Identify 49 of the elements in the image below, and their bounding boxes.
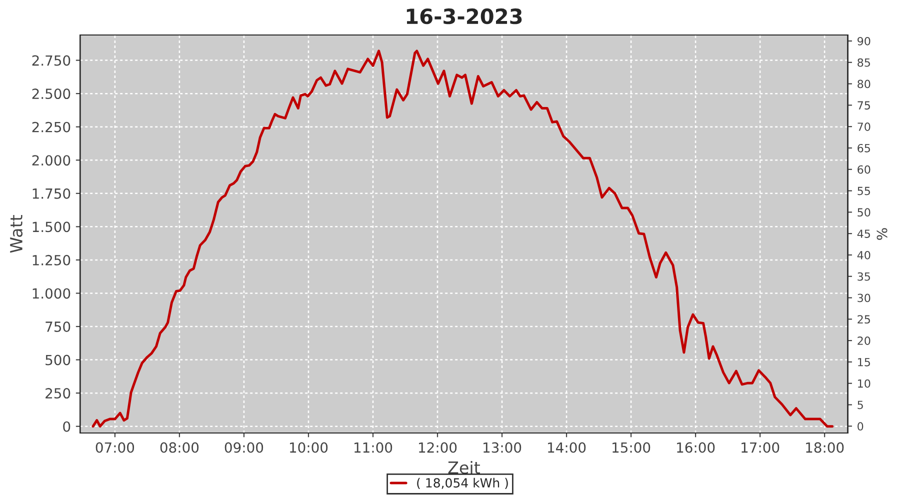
y2-tick-label: 30: [858, 294, 870, 302]
x-tick-label: 16:00: [677, 442, 715, 453]
y2-tick-label: 0: [858, 422, 864, 431]
y2-tick-label: 75: [858, 101, 870, 110]
y2-tick-label: 15: [858, 358, 870, 366]
y2-tick-label: 70: [858, 122, 870, 131]
y2-tick-label: 65: [858, 144, 870, 152]
legend-label: ( 18,054 kWh ): [417, 478, 508, 490]
y-tick-label: 0: [63, 421, 70, 432]
y2-tick-label: 5: [858, 400, 863, 410]
y-axis-title: Watt: [10, 215, 23, 253]
y2-tick-label: 85: [858, 58, 870, 67]
y2-axis-title: %: [876, 228, 888, 240]
line-series: [92, 50, 834, 428]
y-tick-label: 750: [46, 321, 70, 332]
x-tick-label: 15:00: [612, 442, 650, 453]
y-tick-label: 1.000: [32, 288, 70, 299]
x-tick-label: 12:00: [419, 442, 457, 453]
y-tick-label: 2.750: [32, 55, 70, 66]
y-tick-label: 2.500: [32, 88, 70, 100]
x-tick-label: 09:00: [224, 442, 264, 453]
y2-tick-label: 20: [858, 336, 870, 345]
x-tick-label: 18:00: [806, 442, 844, 453]
x-tick-label: 11:00: [354, 442, 392, 453]
y2-tick-label: 90: [858, 36, 870, 46]
y2-tick-label: 10: [858, 379, 870, 388]
y-tick-label: 2.250: [32, 122, 70, 132]
x-tick-label: 10:00: [290, 442, 328, 453]
y2-tick-label: 45: [857, 230, 870, 238]
x-axis-title: Zeit: [448, 461, 480, 474]
x-tick-label: 07:00: [96, 442, 134, 453]
x-tick-label: 13:00: [484, 442, 522, 453]
y-tick-label: 1.500: [32, 222, 70, 232]
x-tick-label: 17:00: [742, 442, 780, 453]
y2-tick-label: 55: [858, 186, 870, 196]
y-tick-label: 1.250: [32, 254, 70, 266]
y-tick-label: 500: [46, 354, 70, 366]
y2-tick-label: 60: [858, 165, 870, 174]
y2-tick-label: 40: [857, 250, 870, 260]
x-tick-label: 14:00: [548, 442, 586, 453]
y-tick-label: 1.750: [32, 188, 70, 199]
y-tick-label: 250: [46, 388, 70, 399]
y2-tick-label: 50: [858, 208, 870, 217]
x-tick-label: 08:00: [160, 442, 199, 453]
y2-tick-label: 80: [858, 80, 870, 88]
y-tick-label: 2.000: [32, 155, 70, 166]
y2-tick-label: 25: [858, 315, 870, 324]
chart-title: 16-3-2023: [406, 8, 522, 24]
y2-tick-label: 35: [858, 272, 870, 281]
